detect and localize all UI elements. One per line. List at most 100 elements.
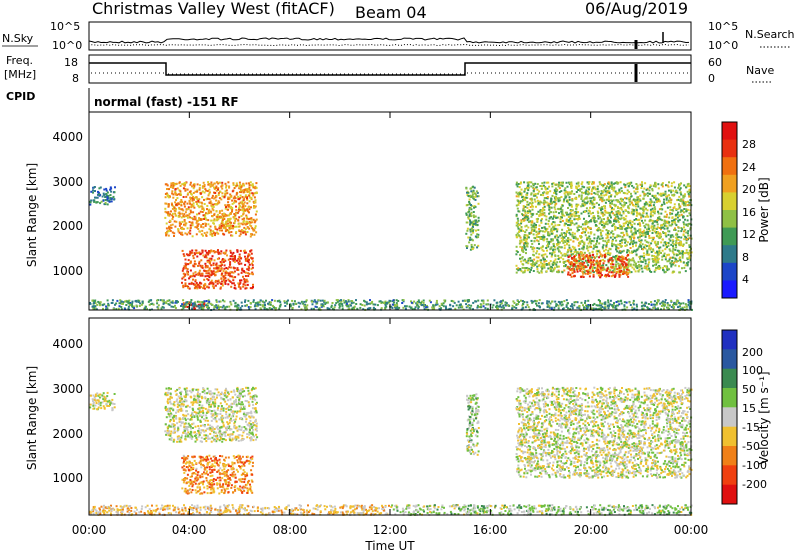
- echo-cell: [665, 225, 668, 228]
- echo-cell: [113, 191, 116, 194]
- echo-cell: [369, 302, 372, 305]
- echo-cell: [196, 286, 199, 289]
- echo-cell: [610, 216, 612, 219]
- echo-cell: [224, 227, 227, 230]
- echo-cell: [660, 224, 663, 227]
- echo-cell: [583, 257, 586, 260]
- echo-cell: [602, 222, 605, 225]
- echo-cell: [629, 263, 632, 266]
- echo-cell: [559, 215, 562, 218]
- echo-cell: [221, 258, 224, 261]
- echo-cell: [662, 302, 665, 305]
- echo-cell: [602, 258, 605, 261]
- echo-cell: [547, 220, 550, 223]
- echo-cell: [127, 305, 130, 308]
- echo-cell: [207, 181, 210, 184]
- echo-cell: [248, 200, 251, 203]
- echo-cell: [228, 279, 231, 282]
- echo-cell: [566, 242, 568, 245]
- echo-cell: [312, 300, 315, 303]
- echo-cell: [560, 190, 563, 193]
- echo-cell: [640, 187, 643, 189]
- echo-cell: [175, 182, 178, 185]
- echo-cell: [621, 258, 624, 261]
- echo-cell: [607, 230, 610, 232]
- echo-cell: [609, 248, 612, 251]
- echo-cell: [597, 228, 600, 230]
- echo-cell: [185, 215, 188, 218]
- echo-cell: [640, 235, 643, 237]
- echo-cell: [580, 187, 583, 190]
- nave-label: Nave: [746, 64, 774, 77]
- echo-cell: [393, 301, 395, 304]
- echo-cell: [680, 227, 683, 229]
- echo-cell: [573, 193, 576, 195]
- echo-cell: [172, 215, 175, 218]
- echo-cell: [243, 251, 246, 254]
- echo-cell: [187, 254, 189, 257]
- echo-cell: [557, 243, 560, 246]
- echo-cell: [538, 210, 541, 213]
- echo-cell: [202, 305, 205, 308]
- echo-cell: [596, 237, 599, 240]
- echo-cell: [476, 233, 479, 236]
- echo-cell: [525, 240, 527, 243]
- echo-cell: [474, 222, 477, 225]
- noise-tick-left-bottom: 10^0: [52, 39, 82, 52]
- echo-cell: [624, 239, 627, 242]
- echo-cell: [592, 247, 595, 250]
- echo-cell: [612, 274, 615, 277]
- echo-cell: [191, 185, 193, 188]
- echo-cell: [560, 237, 563, 240]
- echo-cell: [238, 181, 241, 184]
- echo-cell: [529, 210, 532, 213]
- echo-cell: [141, 302, 144, 305]
- echo-cell: [578, 248, 581, 251]
- echo-cell: [518, 200, 521, 203]
- echo-cell: [531, 221, 534, 224]
- echo-cell: [608, 258, 611, 261]
- echo-cell: [601, 221, 604, 224]
- echo-cell: [622, 210, 625, 213]
- echo-cell: [688, 185, 691, 188]
- echo-cell: [541, 248, 544, 251]
- echo-cell: [207, 299, 210, 302]
- echo-cell: [678, 265, 680, 268]
- echo-cell: [167, 214, 170, 217]
- echo-cell: [244, 209, 247, 212]
- echo-cell: [663, 271, 666, 274]
- echo-cell: [523, 236, 526, 239]
- echo-cell: [593, 197, 596, 200]
- echo-cell: [610, 182, 613, 185]
- echo-cell: [177, 228, 180, 231]
- echo-cell: [605, 264, 608, 267]
- echo-cell: [531, 242, 534, 245]
- echo-cell: [205, 234, 208, 237]
- echo-cell: [666, 269, 669, 272]
- echo-cell: [598, 181, 601, 184]
- echo-cell: [607, 261, 610, 264]
- echo-cell: [545, 247, 548, 249]
- echo-cell: [183, 205, 186, 208]
- echo-cell: [677, 230, 680, 233]
- echo-cell: [669, 213, 672, 216]
- echo-cell: [190, 282, 193, 285]
- echo-cell: [627, 265, 630, 268]
- echo-cell: [525, 248, 527, 251]
- echo-cell: [224, 182, 227, 185]
- echo-cell: [636, 211, 638, 214]
- echo-cell: [242, 275, 244, 278]
- echo-cell: [537, 201, 540, 204]
- echo-cell: [591, 268, 594, 271]
- echo-cell: [515, 215, 518, 218]
- echo-cell: [673, 193, 676, 196]
- echo-cell: [587, 269, 590, 272]
- echo-cell: [472, 231, 475, 234]
- echo-cell: [473, 215, 476, 218]
- echo-cell: [548, 241, 550, 244]
- echo-cell: [608, 195, 611, 198]
- echo-cell: [248, 263, 251, 266]
- echo-cell: [227, 205, 230, 208]
- echo-cell: [167, 205, 170, 208]
- echo-cell: [660, 194, 663, 197]
